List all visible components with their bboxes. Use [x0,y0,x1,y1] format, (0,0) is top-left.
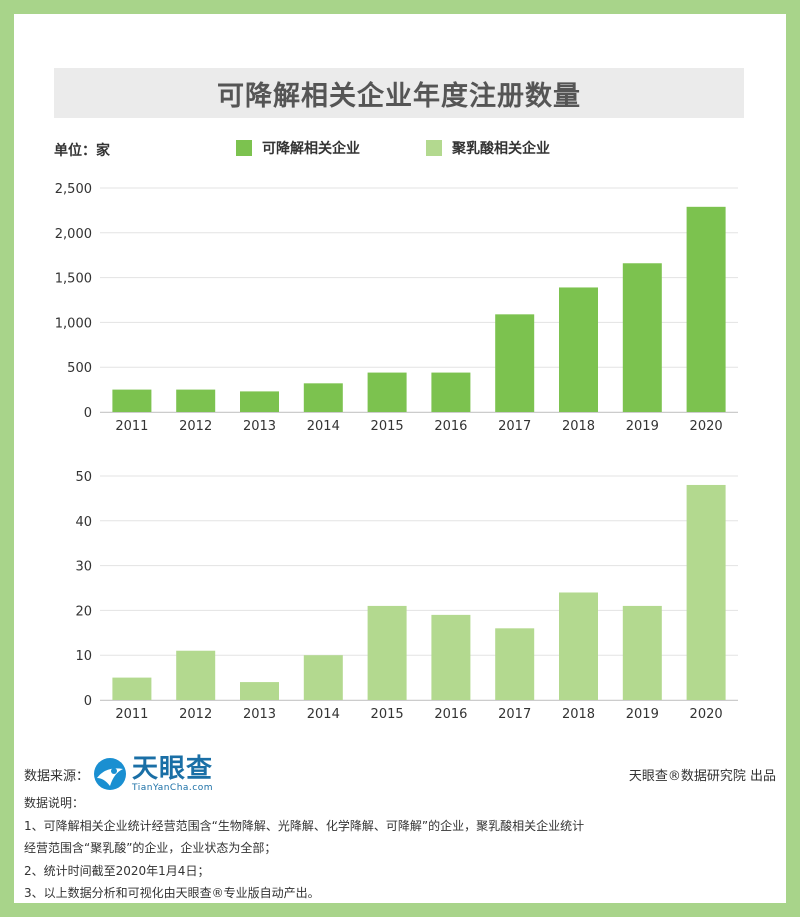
bar [303,655,343,700]
legend-label-series2: 聚乳酸相关企业 [452,141,550,157]
bar [622,605,662,700]
y-tick-label: 500 [67,361,92,376]
y-tick-label: 2,000 [55,227,92,242]
bar [367,605,407,700]
x-tick-label: 2013 [243,419,276,434]
bar [112,389,152,412]
x-tick-label: 2012 [179,419,212,434]
y-tick-label: 1,000 [55,316,92,331]
y-tick-label: 50 [75,470,92,485]
y-tick-label: 10 [75,649,92,664]
bar [303,383,343,412]
notes-line: 1、可降解相关企业统计经营范围含“生物降解、光降解、化学降解、可降解”的企业，聚… [24,818,585,833]
x-tick-label: 2016 [434,419,467,434]
x-tick-label: 2014 [307,707,340,722]
notes-line: 经营范围含“聚乳酸”的企业，企业状态为全部； [24,841,277,855]
bar [176,650,216,700]
unit-label: 单位：家 [54,143,110,159]
bar [431,372,471,412]
bar [559,592,598,700]
bar [431,614,471,700]
x-tick-label: 2017 [498,419,531,434]
x-tick-label: 2013 [243,707,276,722]
x-tick-label: 2019 [626,707,659,722]
bar [240,682,279,700]
bar [112,677,152,700]
title-bar: 可降解相关企业年度注册数量 [54,68,744,118]
tianyancha-logo-icon [94,758,126,790]
x-tick-label: 2015 [371,419,404,434]
x-tick-label: 2012 [179,707,212,722]
tianyancha-logo: 天眼查 TianYanCha.com [92,755,213,793]
y-tick-label: 1,500 [55,272,92,287]
logo-text-cn: 天眼查 [132,754,214,784]
x-tick-label: 2011 [115,419,148,434]
x-tick-label: 2015 [371,707,404,722]
y-tick-label: 0 [84,406,92,421]
legend-swatch-series1 [236,140,252,156]
publisher-credit: 天眼查®数据研究院 出品 [628,769,776,784]
source-label: 数据来源： [24,769,90,784]
x-tick-label: 2011 [115,707,148,722]
x-tick-label: 2014 [307,419,340,434]
legend-swatch-series2 [426,140,442,156]
notes-line: 3、以上数据分析和可视化由天眼查®专业版自动产出。 [24,886,320,900]
bar [622,263,662,412]
y-tick-label: 0 [84,694,92,709]
bar [686,484,726,700]
bar [367,372,407,412]
x-tick-label: 2020 [690,707,723,722]
legend-label-series1: 可降解相关企业 [262,141,360,157]
bar [240,391,279,412]
notes-heading: 数据说明： [24,796,85,810]
y-tick-label: 20 [75,604,92,619]
legend-item-series2: 聚乳酸相关企业 [426,138,550,158]
y-tick-label: 2,500 [55,182,92,197]
legend-item-series1: 可降解相关企业 [236,138,360,158]
x-tick-label: 2020 [690,419,723,434]
notes: 数据说明： 1、可降解相关企业统计经营范围含“生物降解、光降解、化学降解、可降解… [24,792,624,905]
x-tick-label: 2018 [562,707,595,722]
x-tick-label: 2017 [498,707,531,722]
y-tick-label: 30 [75,560,92,575]
x-tick-label: 2019 [626,419,659,434]
x-tick-label: 2018 [562,419,595,434]
logo-text-en: TianYanCha.com [132,783,214,793]
y-tick-label: 40 [75,515,92,530]
page-title: 可降解相关企业年度注册数量 [217,80,581,112]
bar [495,628,535,700]
notes-line: 2、统计时间截至2020年1月4日； [24,863,210,878]
x-tick-label: 2016 [434,707,467,722]
bar [559,287,598,412]
bar [686,206,726,412]
bar [495,314,535,412]
bar [176,389,216,412]
